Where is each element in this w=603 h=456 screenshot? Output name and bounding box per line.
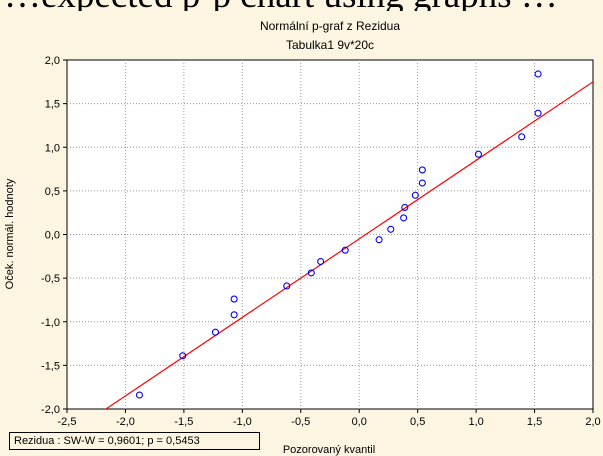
chart-subtitle: Tabulka1 9v*20c xyxy=(286,38,374,52)
fit-line xyxy=(104,81,593,409)
data-point xyxy=(375,236,383,244)
data-point xyxy=(518,133,526,141)
x-tick-label: -2,0 xyxy=(116,416,135,428)
chart-title: Normální p-graf z Rezidua xyxy=(260,19,400,33)
y-tick-label: -1,0 xyxy=(41,317,60,329)
x-tick-label: -1,5 xyxy=(174,416,193,428)
x-tick-label: -2,5 xyxy=(58,416,77,428)
data-points xyxy=(135,70,542,399)
x-ticks: -2,5 -2,0 -1,5 -1,0 -0,5 0,0 0,5 1,0 1,5 2,0 xyxy=(58,409,601,428)
data-point xyxy=(401,203,409,212)
y-tick-label: -2,0 xyxy=(41,404,60,416)
x-tick-label: 2,0 xyxy=(585,416,600,428)
data-point xyxy=(211,328,219,336)
x-tick-label: 1,5 xyxy=(527,416,542,428)
data-point xyxy=(411,191,419,199)
x-tick-label: 0,5 xyxy=(410,416,425,428)
data-point xyxy=(230,311,238,319)
data-point xyxy=(317,257,325,266)
data-point xyxy=(534,70,542,78)
y-tick-label: 1,0 xyxy=(45,142,60,154)
clipped-heading-text: …expected p-p chart using graphs … xyxy=(4,0,558,11)
y-tick-label: -1,5 xyxy=(41,360,60,372)
normality-test-text: Rezidua : SW-W = 0,9601; p = 0,5453 xyxy=(14,435,200,447)
data-point xyxy=(307,269,315,277)
x-tick-label: -0,5 xyxy=(291,416,310,428)
data-point xyxy=(418,179,426,187)
y-tick-label: -0,5 xyxy=(41,273,60,285)
data-point xyxy=(400,214,408,222)
y-tick-label: 2,0 xyxy=(45,55,60,67)
data-point xyxy=(418,166,426,174)
x-axis-label: Pozorovaný kvantil xyxy=(283,444,375,456)
normality-test-box: Rezidua : SW-W = 0,9601; p = 0,5453 xyxy=(9,432,260,450)
grid xyxy=(67,60,593,409)
x-tick-label: 0,0 xyxy=(352,416,367,428)
y-tick-label: 0,0 xyxy=(45,230,60,242)
data-point xyxy=(387,225,395,233)
y-axis-label: Oček. normál. hodnoty xyxy=(4,178,16,289)
data-point xyxy=(534,109,542,117)
y-tick-label: 0,5 xyxy=(45,186,60,198)
y-ticks: 2,0 1,5 1,0 0,5 0,0 -0,5 -1,0 -1,5 -2,0 xyxy=(41,55,67,416)
data-point xyxy=(179,352,187,360)
data-point xyxy=(135,391,144,399)
y-tick-label: 1,5 xyxy=(45,99,60,111)
data-point xyxy=(474,150,482,158)
clipped-heading: …expected p-p chart using graphs … xyxy=(0,0,603,11)
x-tick-label: 1,0 xyxy=(468,416,483,428)
data-point xyxy=(283,282,291,290)
fit-line-group xyxy=(104,81,593,409)
data-point xyxy=(341,246,349,254)
data-point xyxy=(230,295,238,303)
x-tick-label: -1,0 xyxy=(233,416,252,428)
